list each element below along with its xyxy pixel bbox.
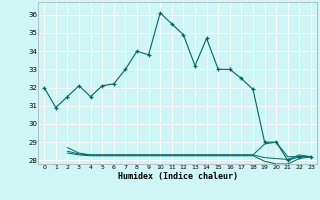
X-axis label: Humidex (Indice chaleur): Humidex (Indice chaleur) xyxy=(118,172,238,181)
